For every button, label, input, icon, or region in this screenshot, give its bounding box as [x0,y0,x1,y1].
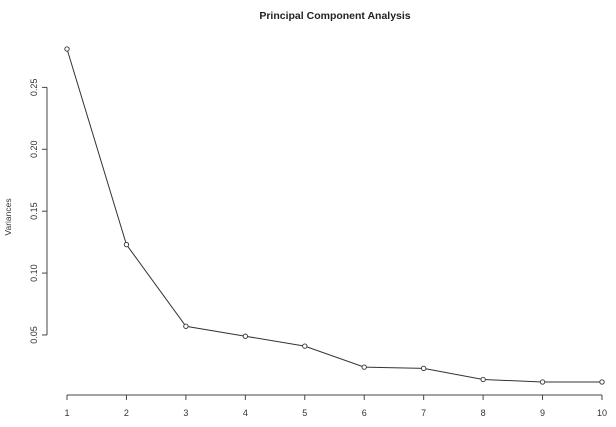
y-tick-label: 0.05 [29,326,39,344]
y-axis-label: Variances [3,198,13,235]
x-tick-label: 5 [302,408,307,418]
x-tick-label: 2 [124,408,129,418]
x-tick-label: 7 [421,408,426,418]
x-tick-label: 3 [183,408,188,418]
y-tick-label: 0.10 [29,264,39,282]
data-point [302,343,308,349]
y-axis: 0.05 0.10 0.15 0.20 0.25 [29,79,48,344]
data-point [183,323,189,329]
data-point [599,379,605,385]
x-tick-label: 8 [481,408,486,418]
x-axis: 1 2 3 4 5 6 7 8 9 10 [64,394,607,418]
data-point [539,379,546,385]
x-tick-label: 10 [597,408,607,418]
x-tick-label: 1 [64,408,69,418]
data-point [421,365,427,372]
data-point [480,376,486,383]
y-tick-label: 0.15 [29,202,39,220]
x-tick-label: 6 [362,408,367,418]
y-tick-label: 0.20 [29,141,39,159]
data-point [242,333,248,339]
x-tick-label: 4 [243,408,248,418]
data-point [64,46,70,52]
series-line [66,48,602,383]
x-tick-label: 9 [540,408,545,418]
chart-title: Principal Component Analysis [259,10,410,22]
y-tick-label: 0.25 [29,79,39,97]
data-point [361,364,367,370]
data-point [123,241,130,248]
series-layer [64,46,605,385]
